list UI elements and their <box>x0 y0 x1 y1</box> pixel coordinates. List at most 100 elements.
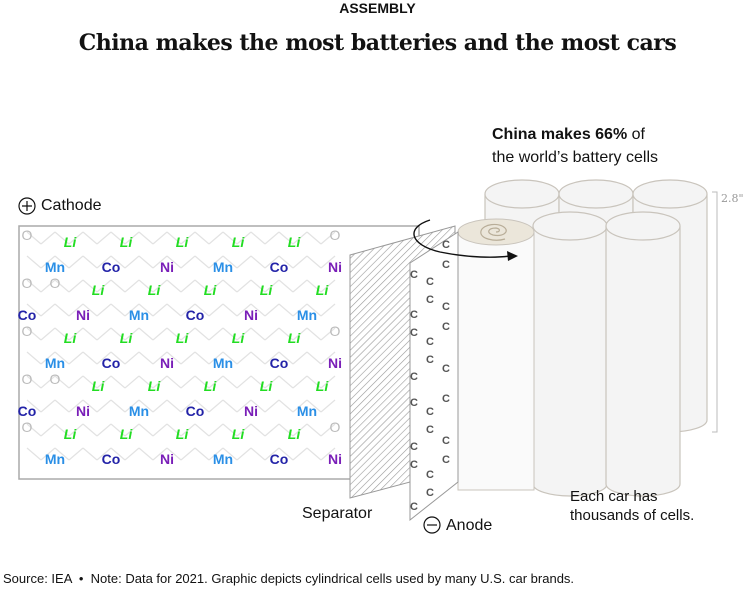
carbon-atom: C <box>442 321 450 333</box>
battery-cell <box>605 226 681 497</box>
anode-label: Anode <box>446 517 493 534</box>
lithium-atom: Li <box>288 426 302 442</box>
lithium-atom: Li <box>232 426 246 442</box>
carbon-atom: C <box>426 354 434 366</box>
anode-sheet <box>409 231 459 522</box>
battery-cell-top <box>558 179 634 209</box>
lithium-atom: Li <box>232 234 246 250</box>
lithium-atom: Li <box>176 330 190 346</box>
metal-atom-ni: Ni <box>76 307 90 323</box>
metal-atom-mn: Mn <box>45 259 65 275</box>
metal-atom-ni: Ni <box>76 403 90 419</box>
cell-cylinders <box>484 179 708 497</box>
battery-cell-top <box>484 179 560 209</box>
minus-circle-icon <box>423 516 441 534</box>
metal-atom-ni: Ni <box>244 307 258 323</box>
metal-atom-mn: Mn <box>129 307 149 323</box>
car-note: Each car has thousands of cells. <box>570 487 694 525</box>
separator-label: Separator <box>302 505 373 522</box>
lithium-atom: Li <box>260 378 274 394</box>
battery-cell-top <box>632 179 708 209</box>
kicker: ASSEMBLY <box>339 0 416 16</box>
metal-atom-mn: Mn <box>129 403 149 419</box>
carbon-atom: C <box>426 276 434 288</box>
oxygen-atom: O <box>22 419 33 435</box>
metal-atom-ni: Ni <box>244 403 258 419</box>
arrow-head-icon <box>507 251 518 261</box>
lithium-atom: Li <box>92 378 106 394</box>
oxygen-atom: O <box>22 323 33 339</box>
metal-atom-ni: Ni <box>160 451 174 467</box>
callout: China makes 66% of the world’s battery ce… <box>492 123 658 169</box>
lithium-atom: Li <box>148 378 162 394</box>
metal-atom-co: Co <box>186 307 205 323</box>
plus-circle-icon <box>18 197 36 215</box>
height-bracket <box>712 191 718 433</box>
lithium-atom: Li <box>64 426 78 442</box>
battery-cell <box>532 226 608 497</box>
metal-atom-co: Co <box>102 451 121 467</box>
metal-atom-co: Co <box>102 259 121 275</box>
metal-atom-mn: Mn <box>297 403 317 419</box>
carbon-atom: C <box>410 327 418 339</box>
lattice-bonds <box>26 231 336 461</box>
lithium-atom: Li <box>176 426 190 442</box>
carbon-atom: C <box>426 406 434 418</box>
carbon-atom: C <box>442 363 450 375</box>
carbon-atom: C <box>442 435 450 447</box>
carbon-atom: C <box>426 336 434 348</box>
metal-atom-mn: Mn <box>213 355 233 371</box>
oxygen-atom: O <box>22 275 33 291</box>
metal-atom-mn: Mn <box>297 307 317 323</box>
metal-atom-ni: Ni <box>328 451 342 467</box>
lithium-atom: Li <box>92 282 106 298</box>
metal-atom-co: Co <box>270 451 289 467</box>
lithium-atom: Li <box>120 330 134 346</box>
metal-atom-ni: Ni <box>160 355 174 371</box>
oxygen-atom: O <box>50 371 61 387</box>
note: Note: Data for 2021. Graphic depicts cyl… <box>90 571 575 586</box>
oxygen-atom: O <box>330 227 341 243</box>
battery-cell-top <box>605 211 681 241</box>
callout-line2: the world’s battery cells <box>492 149 658 166</box>
carbon-atom: C <box>410 309 418 321</box>
lithium-atom: Li <box>64 330 78 346</box>
lithium-atom: Li <box>176 234 190 250</box>
lithium-atom: Li <box>316 282 330 298</box>
metal-atom-mn: Mn <box>45 451 65 467</box>
car-note-line1: Each car has <box>570 488 658 505</box>
carbon-atom: C <box>442 301 450 313</box>
source: Source: IEA <box>3 571 72 586</box>
lithium-atom: Li <box>288 330 302 346</box>
carbon-atom: C <box>442 393 450 405</box>
carbon-atom: C <box>442 454 450 466</box>
height-label: 2.8" <box>721 192 744 205</box>
carbon-atom: C <box>410 441 418 453</box>
oxygen-atom: O <box>50 275 61 291</box>
metal-atom-co: Co <box>102 355 121 371</box>
lithium-atom: Li <box>260 282 274 298</box>
carbon-atom: C <box>410 269 418 281</box>
metal-atom-mn: Mn <box>213 451 233 467</box>
roll-arrow <box>413 219 511 258</box>
carbon-atom: C <box>410 459 418 471</box>
metal-atom-co: Co <box>186 403 205 419</box>
metal-atom-ni: Ni <box>328 259 342 275</box>
oxygen-atom: O <box>22 371 33 387</box>
lithium-atom: Li <box>64 234 78 250</box>
carbon-atom: C <box>442 239 450 251</box>
car-note-line2: thousands of cells. <box>570 507 695 524</box>
lithium-atom: Li <box>204 282 218 298</box>
carbon-atom: C <box>442 259 450 271</box>
metal-atom-co: Co <box>18 403 37 419</box>
carbon-atom: C <box>426 424 434 436</box>
lithium-atom: Li <box>148 282 162 298</box>
metal-atom-co: Co <box>18 307 37 323</box>
battery-cell-top <box>532 211 608 241</box>
cathode-lattice: Mn Co Ni Mn Co Ni Co Ni Mn Co Ni Mn Mn Co Ni Mn Co Ni Co Ni… <box>18 227 342 467</box>
metal-atom-co: Co <box>270 355 289 371</box>
lithium-atom: Li <box>288 234 302 250</box>
lithium-atom: Li <box>204 378 218 394</box>
carbon-atom: C <box>410 397 418 409</box>
